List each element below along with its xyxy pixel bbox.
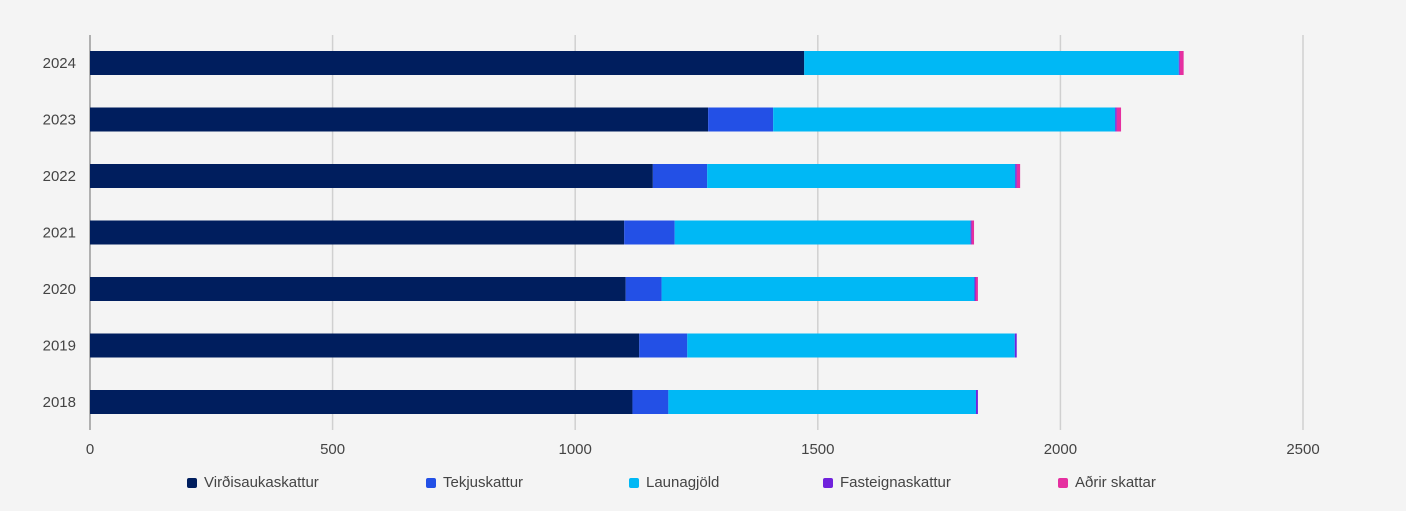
legend-swatch [629,477,639,488]
legend-label: Aðrir skattar [1075,474,1156,491]
legend-label: Launagjöld [646,474,720,491]
legend-item: Aðrir skattar [1058,474,1156,491]
bar-segment [652,164,708,188]
x-tick-label: 0 [86,441,94,458]
bar-segment [632,390,669,414]
legend-swatch [426,477,436,488]
legend-swatch [187,477,197,488]
legend-item: Virðisaukaskattur [187,474,319,491]
legend-item: Fasteignaskattur [823,474,951,491]
bar-segment [970,220,972,245]
bar-segment [90,164,653,188]
bar-segment [687,333,1015,358]
bar-segment [1014,333,1017,358]
bar-segment [975,390,978,414]
bar-segment [1178,51,1180,75]
bar-segment [90,390,633,414]
x-tick-label: 2500 [1286,441,1319,458]
bar-segment [974,277,976,301]
bar-segment [1016,164,1021,188]
bar-segment [624,220,675,245]
legend-label: Tekjuskattur [443,474,524,491]
legend-swatch [823,477,833,488]
bar-segment [1179,51,1184,75]
legend-label: Virðisaukaskattur [204,474,319,491]
y-tick-label: 2020 [43,281,76,298]
bar-segment [971,220,975,245]
bar-segment [668,390,976,414]
x-tick-label: 1500 [801,441,834,458]
bar-segment [639,333,688,358]
chart-plot: 0 500 1000 1500 2000 2500 2024 2023 2022 2021 2020… [43,35,1320,458]
x-tick-label: 2000 [1044,441,1077,458]
bar-segment [625,277,662,301]
bar-segment [773,107,1116,132]
y-tick-label: 2021 [43,225,76,242]
bar-segment [674,220,971,245]
bar-segment [90,220,625,245]
y-tick-label: 2024 [43,55,76,72]
bar-segment [1115,107,1117,132]
bar-segment [90,333,640,358]
bar-segment [707,164,1016,188]
bar-segment [661,277,975,301]
x-tick-label: 1000 [559,441,592,458]
bar-segment [1116,107,1122,132]
bar-segment [1015,164,1017,188]
y-tick-label: 2018 [43,394,76,411]
y-tick-label: 2023 [43,112,76,129]
legend-label: Fasteignaskattur [840,474,951,491]
bar-segment [708,107,774,132]
x-tick-label: 500 [320,441,345,458]
bar-segment [90,107,709,132]
legend-item: Tekjuskattur [426,474,523,491]
y-tick-label: 2019 [43,338,76,355]
bar-segment [804,51,1179,75]
y-tick-label: 2022 [43,168,76,185]
legend-swatch [1058,477,1068,488]
bar-segment [975,277,978,301]
legend-item: Launagjöld [629,474,719,491]
chart-legend: Virðisaukaskattur Tekjuskattur Launagjöld F… [0,474,1406,496]
bar-segment [90,277,626,301]
bar-segment [90,51,805,75]
